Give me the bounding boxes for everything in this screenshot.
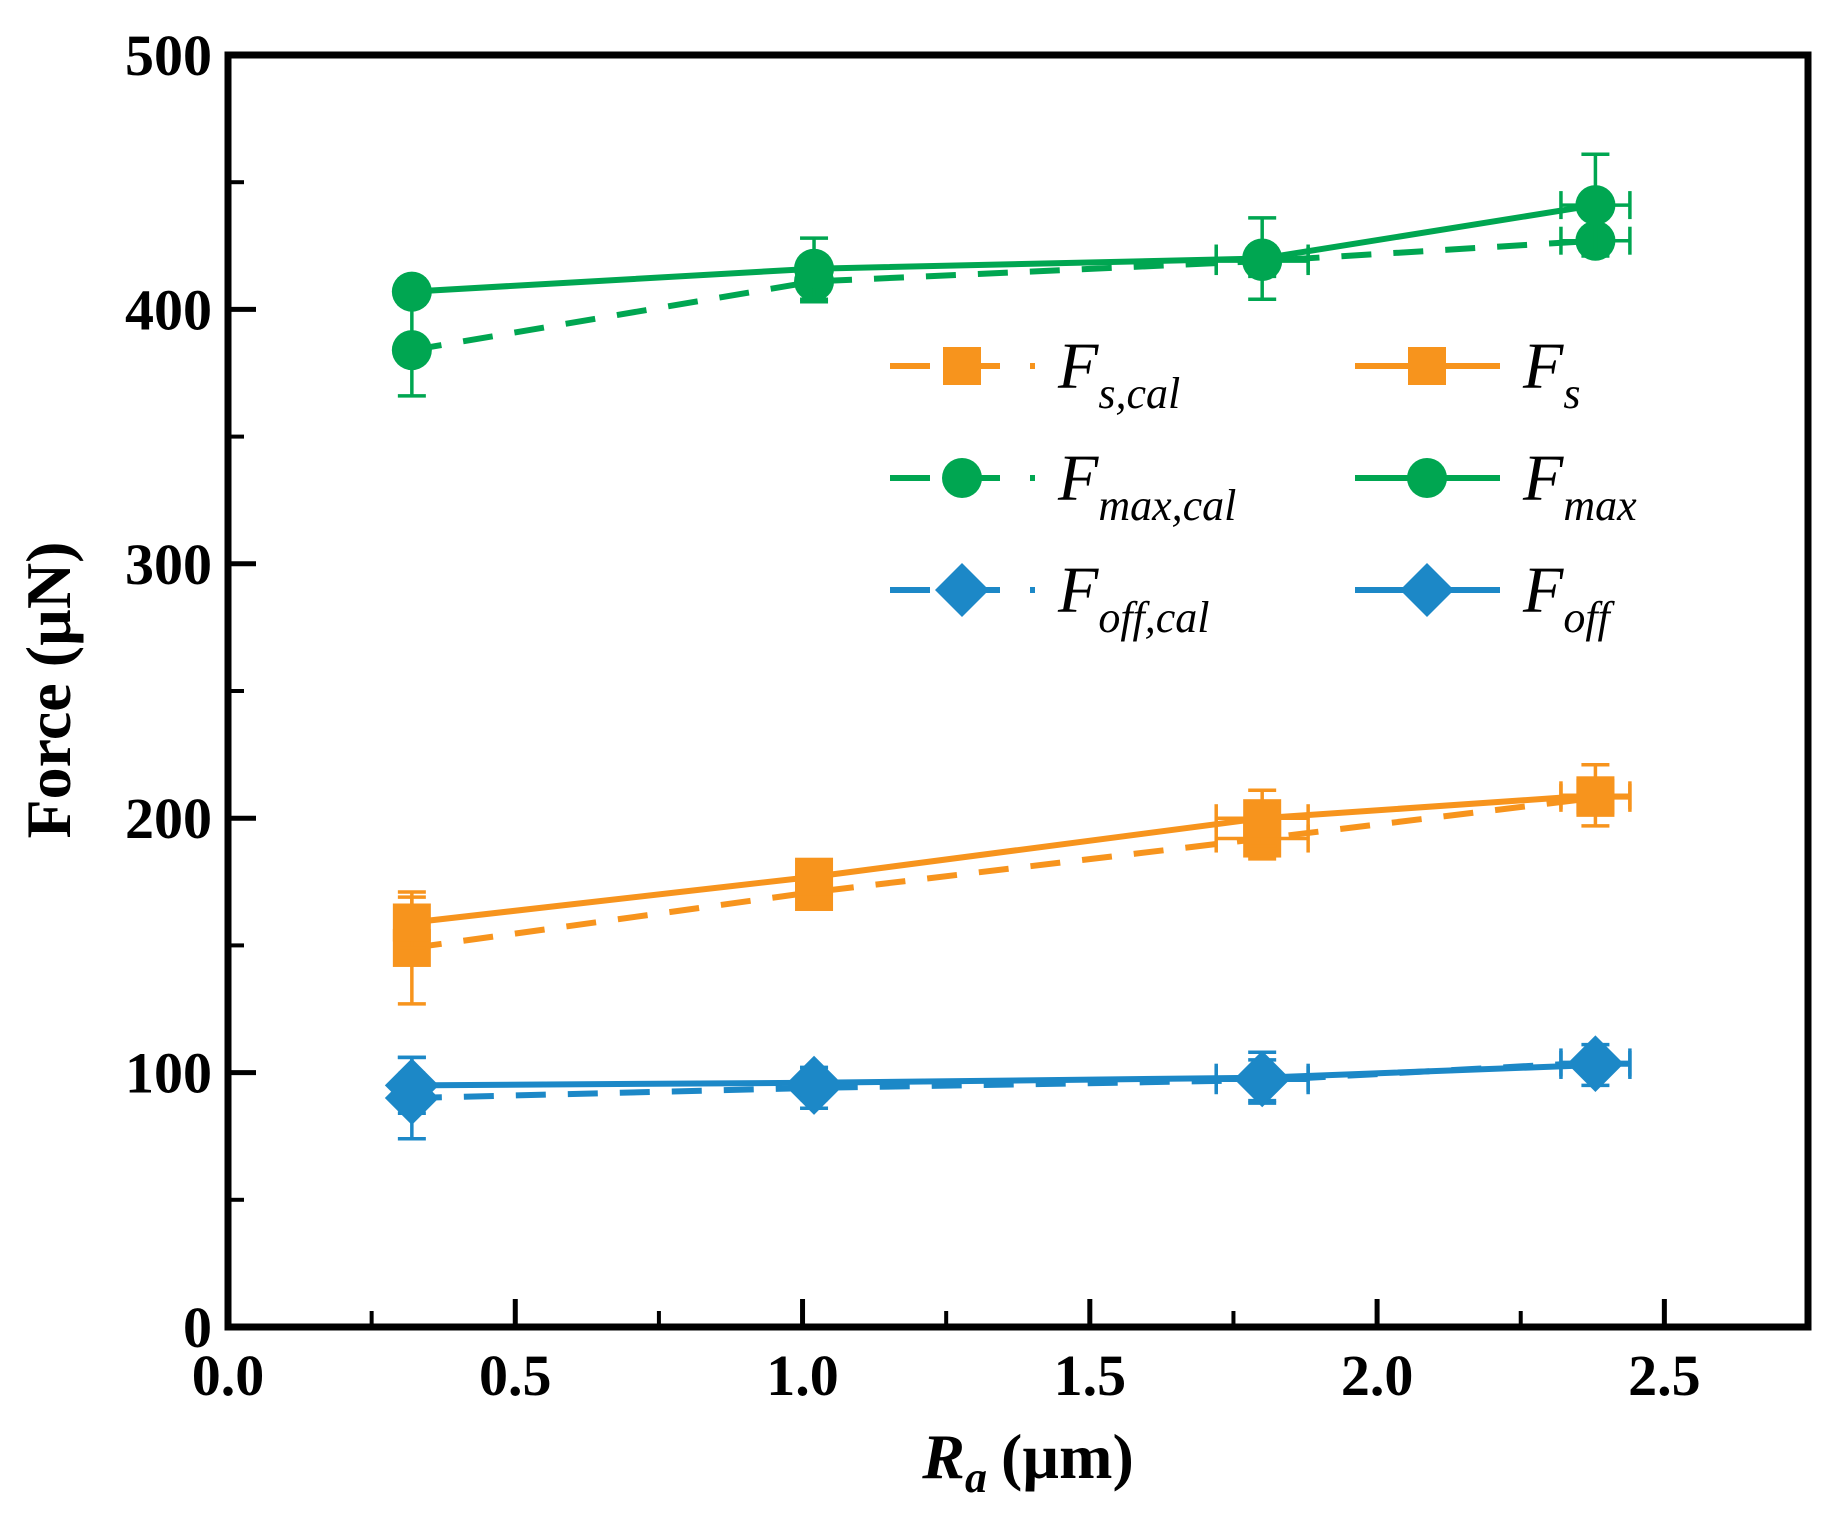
y-tick-label: 500	[125, 23, 212, 88]
legend-label-subscript: max,cal	[1098, 481, 1236, 530]
series-f-s	[392, 763, 1632, 950]
y-tick-label: 0	[183, 1295, 212, 1360]
legend-label: Fmax,cal	[1057, 442, 1236, 530]
legend-label: Fmax	[1522, 442, 1637, 530]
y-tick-label: 300	[125, 532, 212, 597]
legend-swatch-marker	[943, 347, 981, 385]
data-point-square	[1243, 799, 1282, 838]
x-tick-label: 2.0	[1341, 1343, 1414, 1408]
series-line	[411, 1061, 1596, 1089]
data-point-circle	[391, 271, 432, 312]
y-tick-label: 200	[125, 786, 212, 851]
y-tick-label: 100	[125, 1041, 212, 1106]
data-point-diamond	[787, 1055, 842, 1110]
data-series-group	[384, 152, 1632, 1141]
legend-item: Fs	[1355, 330, 1580, 418]
legend-item: Fmax,cal	[890, 442, 1236, 530]
legend-swatch-marker	[1407, 458, 1447, 498]
legend-swatch-marker	[942, 458, 982, 498]
legend-label-subscript: off	[1563, 593, 1615, 642]
legend-label-subscript: max	[1563, 481, 1637, 530]
legend-label-main: F	[1522, 330, 1564, 403]
data-point-circle	[794, 248, 835, 289]
legend-label: Fs,cal	[1057, 330, 1180, 418]
y-axis-title: Force (µN)	[13, 542, 84, 839]
x-tick-label: 0.5	[479, 1343, 552, 1408]
data-point-square	[1576, 776, 1615, 815]
x-tick-label: 1.5	[1054, 1343, 1127, 1408]
legend-label-main: F	[1522, 554, 1564, 627]
x-tick-label: 2.5	[1628, 1343, 1701, 1408]
legend-swatch-marker	[1408, 347, 1446, 385]
legend-label-main: F	[1057, 330, 1099, 403]
legend-swatch-marker	[1400, 563, 1454, 617]
legend-label-main: F	[1522, 442, 1564, 515]
data-point-diamond	[1568, 1037, 1623, 1092]
data-point-diamond	[384, 1058, 439, 1113]
legend-label: Foff,cal	[1057, 554, 1210, 642]
series-line	[411, 202, 1596, 295]
legend-swatch-marker	[935, 563, 989, 617]
x-axis-title-subscript: a	[965, 1453, 987, 1502]
legend-item: Foff,cal	[890, 554, 1210, 642]
x-axis-title-symbol: R	[921, 1421, 965, 1492]
legend-label-main: F	[1057, 554, 1099, 627]
legend-item: Foff	[1355, 554, 1616, 642]
plot-frame	[224, 51, 1812, 1331]
y-tick-label: 400	[125, 277, 212, 342]
x-tick-label: 1.0	[766, 1343, 839, 1408]
axes: 0 100 200 300 400 500 0.0 0.5 1.0 1.5 2.0 2.5	[125, 23, 1812, 1408]
series-line	[411, 792, 1596, 926]
data-point-circle	[391, 330, 432, 371]
x-axis-title-unit: (µm)	[1001, 1421, 1134, 1492]
series-f-off	[384, 1037, 1632, 1116]
legend-label: Foff	[1522, 554, 1616, 642]
data-point-diamond	[1235, 1050, 1290, 1105]
legend-item: Fs,cal	[890, 330, 1180, 418]
legend-label-main: F	[1057, 442, 1099, 515]
legend-label-subscript: s	[1563, 369, 1580, 418]
data-point-square	[795, 857, 834, 896]
x-tick-label: 0.0	[192, 1343, 265, 1408]
data-point-circle	[1242, 238, 1283, 279]
legend-label: Fs	[1522, 330, 1580, 418]
series-f-s-cal	[392, 778, 1632, 1006]
legend-item: Fmax	[1355, 442, 1637, 530]
legend-label-subscript: off,cal	[1098, 593, 1209, 642]
x-axis-title: Ra (µm)	[921, 1421, 1134, 1502]
series-line	[411, 237, 1596, 354]
series-f-max	[391, 152, 1632, 312]
series-line	[411, 794, 1596, 951]
data-point-square	[392, 903, 431, 942]
legend-label-subscript: s,cal	[1098, 369, 1180, 418]
data-point-circle	[1575, 185, 1616, 226]
